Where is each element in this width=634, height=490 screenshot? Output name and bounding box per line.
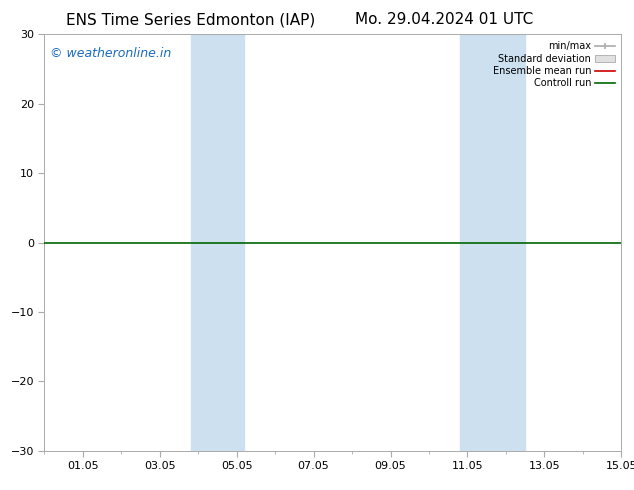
Text: Mo. 29.04.2024 01 UTC: Mo. 29.04.2024 01 UTC (354, 12, 533, 27)
Bar (460, 34, 525, 451)
Text: © weatheronline.in: © weatheronline.in (50, 47, 171, 60)
Text: ENS Time Series Edmonton (IAP): ENS Time Series Edmonton (IAP) (65, 12, 315, 27)
Legend: min/max, Standard deviation, Ensemble mean run, Controll run: min/max, Standard deviation, Ensemble me… (489, 37, 618, 92)
Bar (191, 34, 244, 451)
